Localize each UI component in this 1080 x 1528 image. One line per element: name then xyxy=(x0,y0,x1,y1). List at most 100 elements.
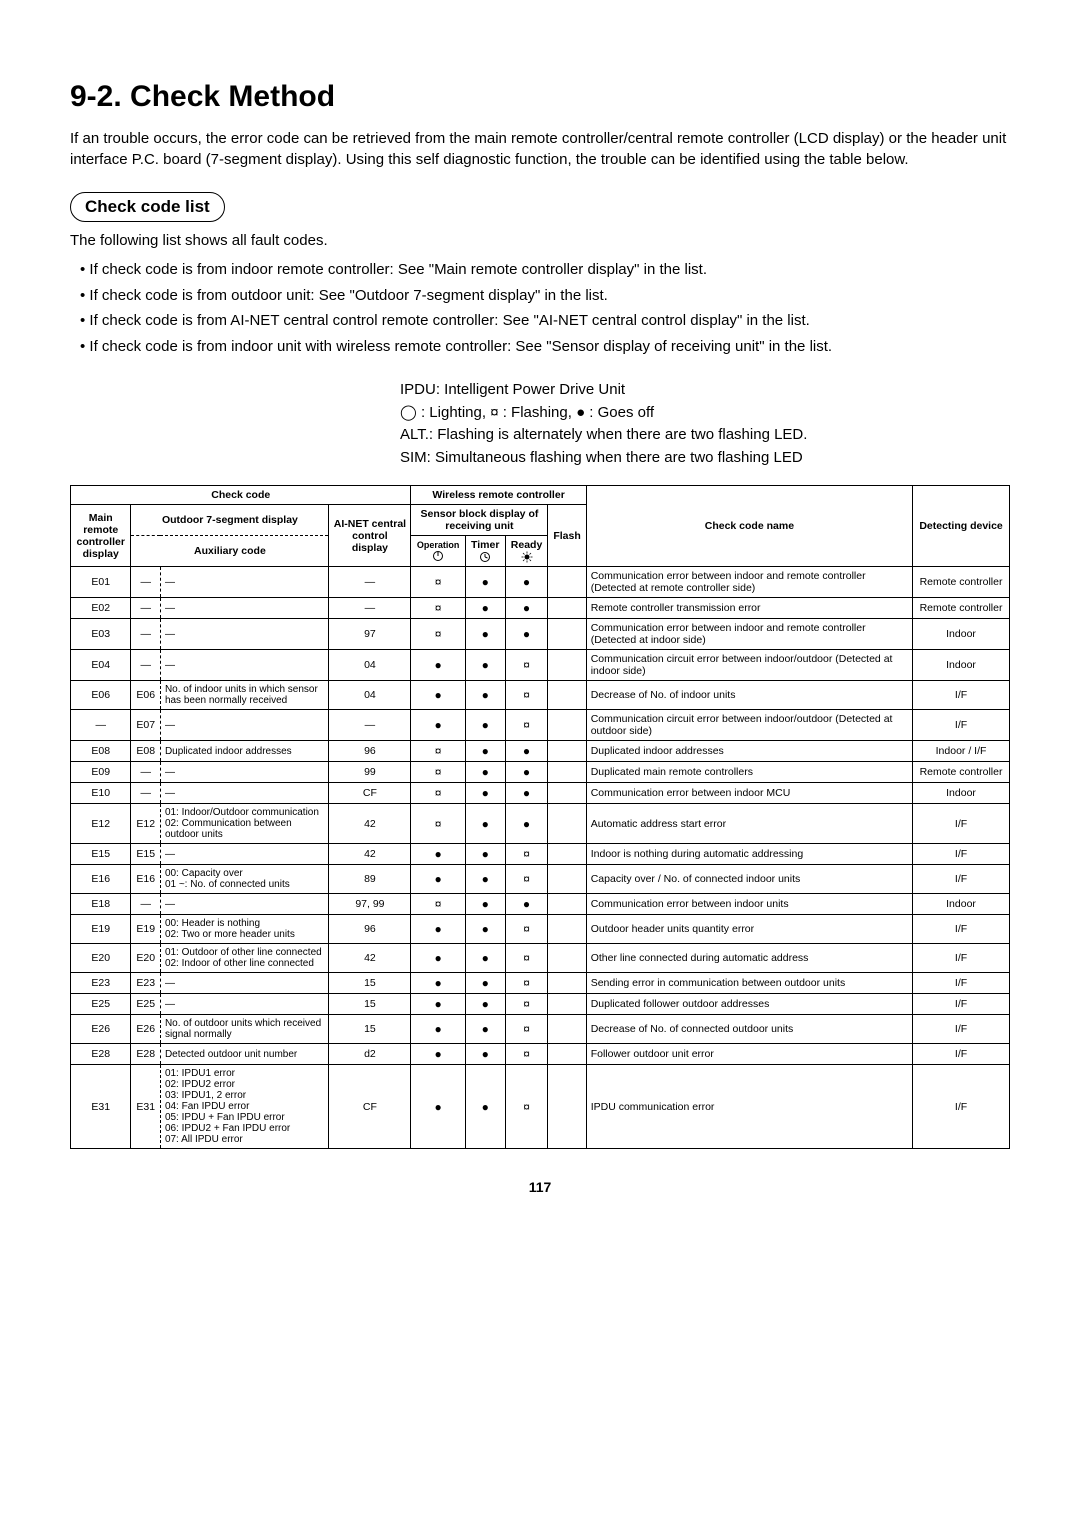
legend-line: ◯ : Lighting, ¤ : Flashing, ● : Goes off xyxy=(400,402,1010,425)
table-cell: E07 xyxy=(131,710,160,741)
table-cell: — xyxy=(131,762,160,783)
table-cell: ● xyxy=(465,598,505,619)
table-cell: E08 xyxy=(131,741,160,762)
th-aux: Auxiliary code xyxy=(131,536,329,567)
th-ready: Ready xyxy=(505,536,548,567)
table-cell xyxy=(548,762,586,783)
table-cell: I/F xyxy=(913,1065,1010,1149)
table-cell: E20 xyxy=(131,944,160,973)
table-row: E04——04●●¤Communication circuit error be… xyxy=(71,650,1010,681)
table-cell: E03 xyxy=(71,619,131,650)
check-code-table: Check code Wireless remote controller Ch… xyxy=(70,485,1010,1149)
table-cell: — xyxy=(131,598,160,619)
table-cell: CF xyxy=(329,783,411,804)
table-row: E26E26No. of outdoor units which receive… xyxy=(71,1015,1010,1044)
table-cell: — xyxy=(131,894,160,915)
table-cell: ● xyxy=(465,567,505,598)
table-cell: 89 xyxy=(329,865,411,894)
page-title: 9-2. Check Method xyxy=(70,80,1010,114)
table-cell: — xyxy=(160,710,328,741)
table-cell: — xyxy=(329,598,411,619)
bullet-list: If check code is from indoor remote cont… xyxy=(70,257,1010,359)
th-timer: Timer xyxy=(465,536,505,567)
table-cell: Capacity over / No. of connected indoor … xyxy=(586,865,912,894)
table-cell: I/F xyxy=(913,844,1010,865)
table-cell: I/F xyxy=(913,994,1010,1015)
table-cell: Remote controller xyxy=(913,567,1010,598)
table-cell: E26 xyxy=(131,1015,160,1044)
table-cell: — xyxy=(160,783,328,804)
table-cell: I/F xyxy=(913,681,1010,710)
timer-icon xyxy=(479,551,491,563)
table-cell: E25 xyxy=(131,994,160,1015)
flashing-icon: ¤ xyxy=(490,404,498,421)
table-cell: ● xyxy=(411,681,465,710)
table-cell: 00: Capacity over01 ~: No. of connected … xyxy=(160,865,328,894)
table-cell: 42 xyxy=(329,804,411,844)
table-cell xyxy=(548,1015,586,1044)
table-row: E25E25—15●●¤Duplicated follower outdoor … xyxy=(71,994,1010,1015)
table-cell: E16 xyxy=(131,865,160,894)
table-cell: ¤ xyxy=(505,844,548,865)
table-row: E16E1600: Capacity over01 ~: No. of conn… xyxy=(71,865,1010,894)
table-cell xyxy=(548,973,586,994)
table-cell: Communication error between indoor MCU xyxy=(586,783,912,804)
table-cell: ● xyxy=(465,973,505,994)
table-cell: ● xyxy=(411,994,465,1015)
table-cell: I/F xyxy=(913,973,1010,994)
table-cell xyxy=(548,944,586,973)
table-cell: ¤ xyxy=(411,567,465,598)
table-row: E02———¤●●Remote controller transmission … xyxy=(71,598,1010,619)
table-cell: ¤ xyxy=(411,741,465,762)
table-cell: E08 xyxy=(71,741,131,762)
th-outdoor7: Outdoor 7-segment display xyxy=(131,505,329,536)
table-row: E12E1201: Indoor/Outdoor communication02… xyxy=(71,804,1010,844)
table-cell: ¤ xyxy=(505,1065,548,1149)
table-cell: ¤ xyxy=(505,994,548,1015)
table-cell: ● xyxy=(411,1065,465,1149)
table-cell: 97, 99 xyxy=(329,894,411,915)
table-cell: ● xyxy=(465,681,505,710)
table-cell: ¤ xyxy=(505,1044,548,1065)
bullet-item: If check code is from indoor remote cont… xyxy=(70,257,1010,283)
legend-block: IPDU: Intelligent Power Drive Unit ◯ : L… xyxy=(70,379,1010,469)
table-cell: E16 xyxy=(71,865,131,894)
table-cell: E23 xyxy=(131,973,160,994)
table-cell: d2 xyxy=(329,1044,411,1065)
th-detecting: Detecting device xyxy=(913,486,1010,567)
table-cell: E10 xyxy=(71,783,131,804)
table-cell: Duplicated indoor addresses xyxy=(160,741,328,762)
table-cell: 96 xyxy=(329,741,411,762)
table-row: E09——99¤●●Duplicated main remote control… xyxy=(71,762,1010,783)
table-cell: ● xyxy=(465,710,505,741)
page-number: 117 xyxy=(70,1179,1010,1195)
table-cell: 99 xyxy=(329,762,411,783)
operation-icon xyxy=(432,550,444,562)
table-cell xyxy=(548,567,586,598)
table-cell: 42 xyxy=(329,844,411,865)
table-cell: ● xyxy=(465,741,505,762)
table-cell: — xyxy=(329,710,411,741)
table-cell: ¤ xyxy=(411,783,465,804)
table-cell: Indoor xyxy=(913,783,1010,804)
table-cell: ● xyxy=(465,619,505,650)
th-wireless: Wireless remote controller xyxy=(411,486,586,505)
table-cell: ● xyxy=(411,844,465,865)
table-cell: ● xyxy=(465,1044,505,1065)
table-cell: 00: Header is nothing02: Two or more hea… xyxy=(160,915,328,944)
table-row: —E07——●●¤Communication circuit error bet… xyxy=(71,710,1010,741)
bullet-item: If check code is from outdoor unit: See … xyxy=(70,283,1010,309)
lighting-icon: ◯ xyxy=(400,404,417,421)
table-cell: E20 xyxy=(71,944,131,973)
table-cell xyxy=(548,1065,586,1149)
legend-line: ALT.: Flashing is alternately when there… xyxy=(400,424,1010,447)
table-cell: — xyxy=(131,783,160,804)
table-cell: — xyxy=(160,894,328,915)
table-cell: Remote controller xyxy=(913,762,1010,783)
table-cell: E25 xyxy=(71,994,131,1015)
table-cell: Duplicated follower outdoor addresses xyxy=(586,994,912,1015)
table-cell: — xyxy=(160,994,328,1015)
table-cell: — xyxy=(71,710,131,741)
table-cell: CF xyxy=(329,1065,411,1149)
table-cell: Duplicated main remote controllers xyxy=(586,762,912,783)
